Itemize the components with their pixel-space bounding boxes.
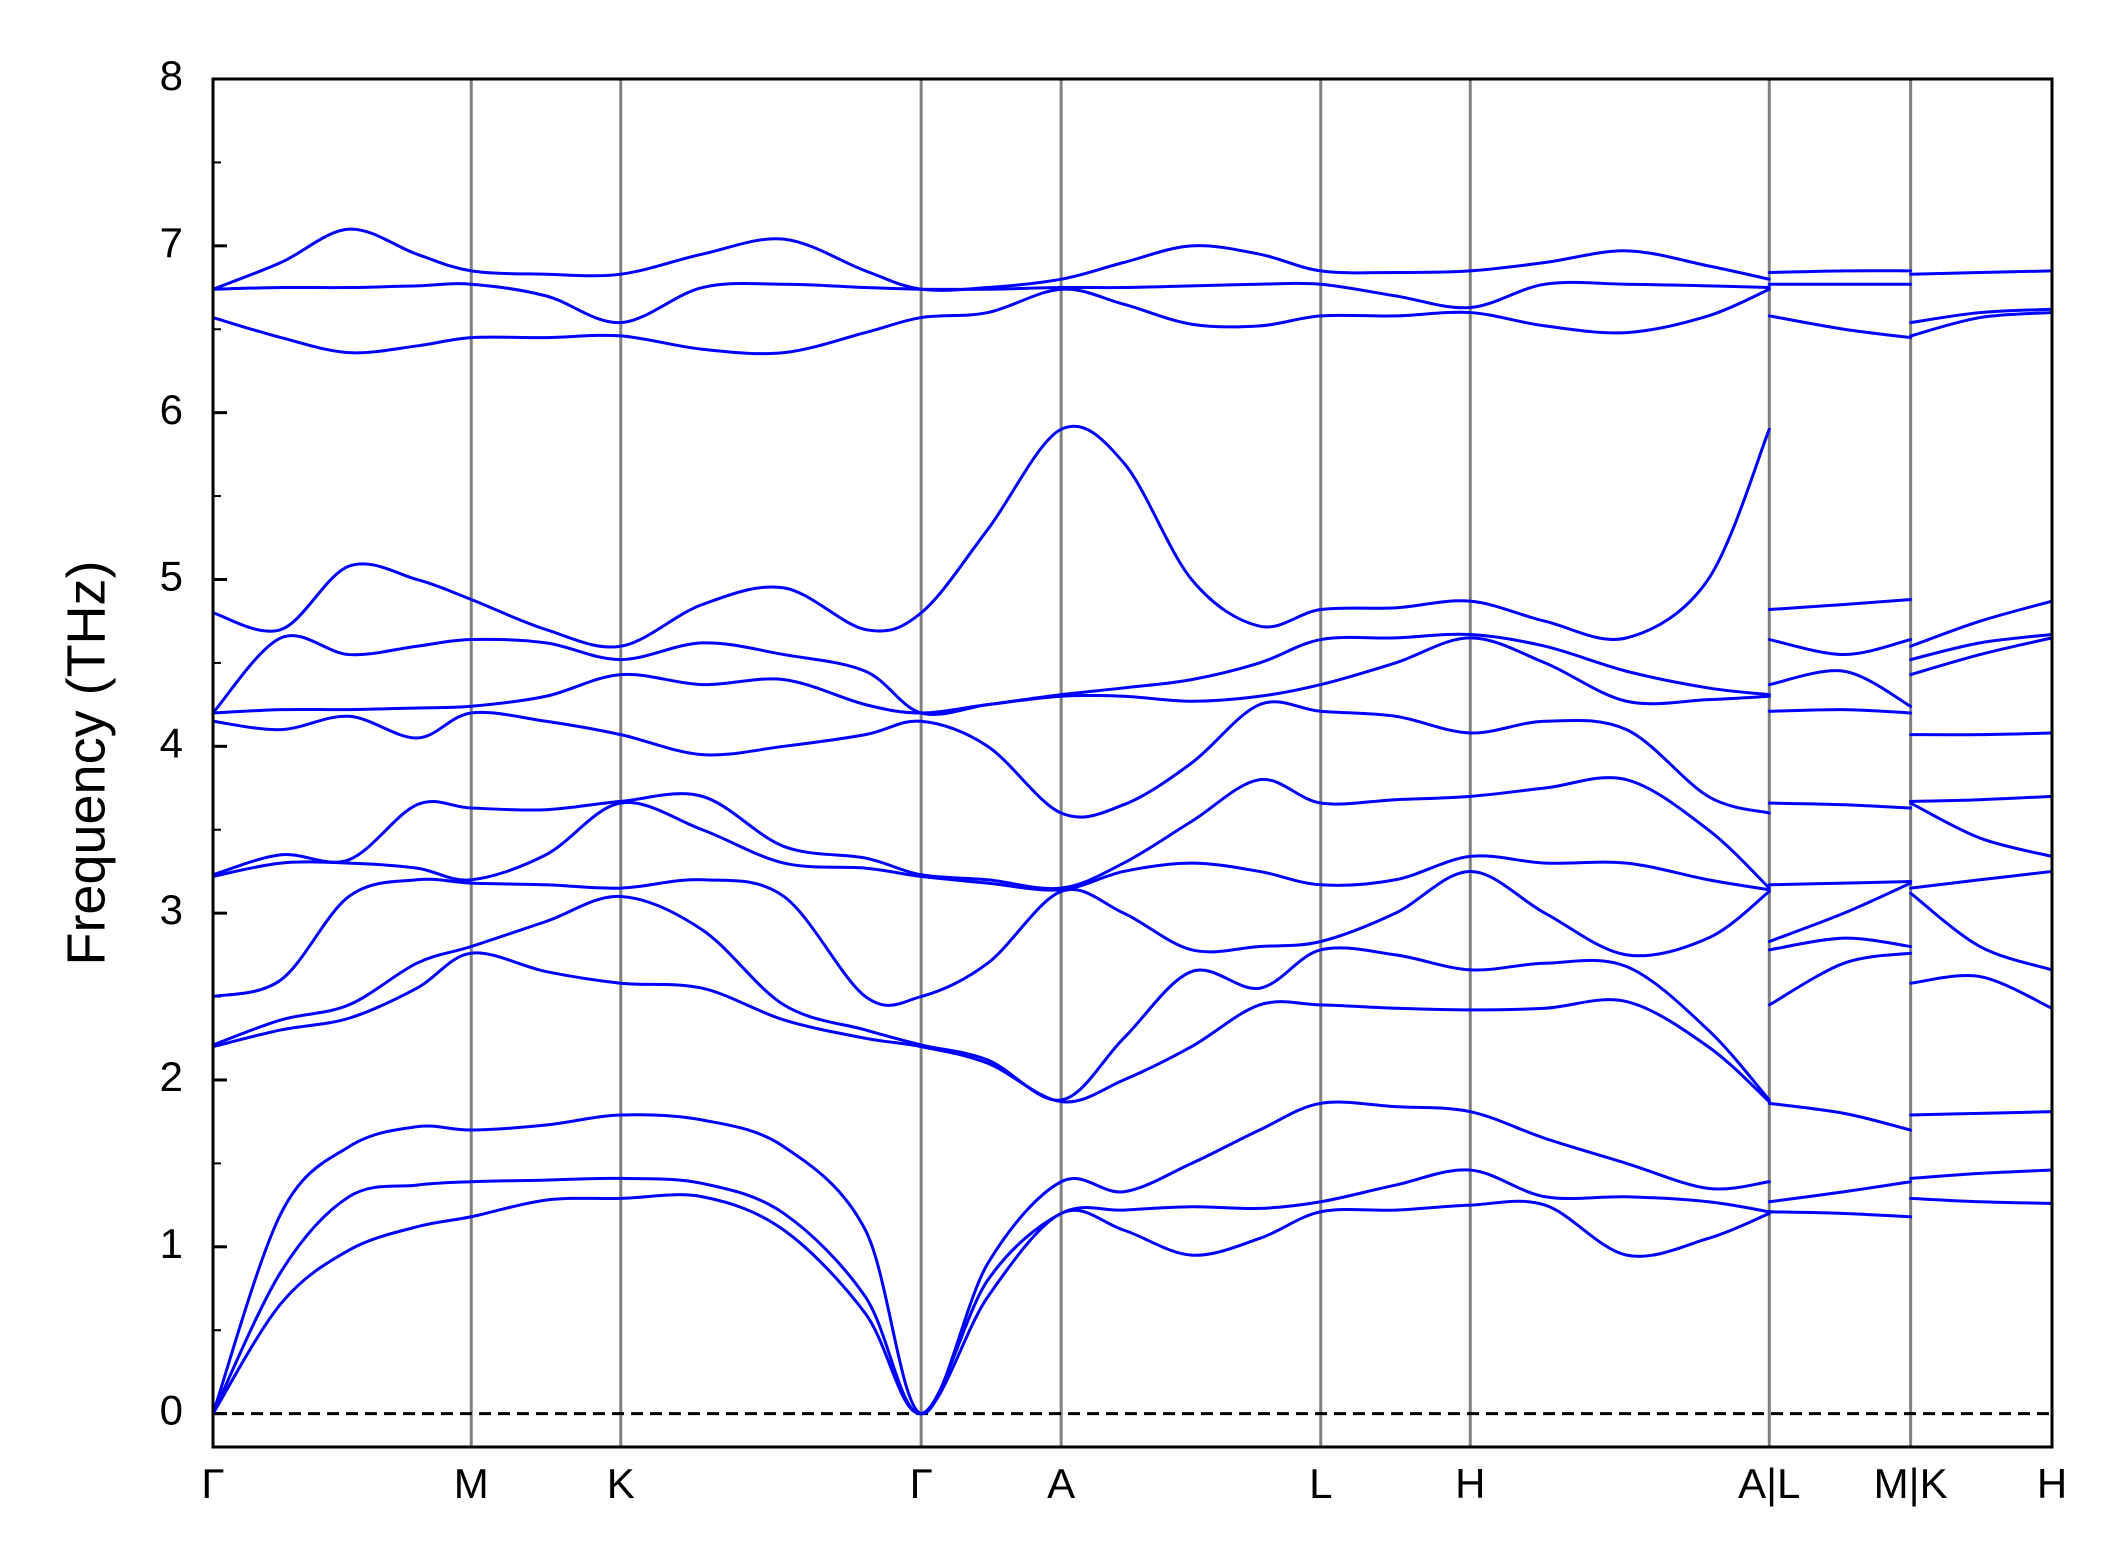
- band-line: [211, 776, 2054, 891]
- band-line: [211, 951, 2054, 1104]
- x-tick-label: Γ: [201, 1460, 224, 1507]
- y-axis-label: Frequency (THz): [56, 560, 116, 965]
- band-line: [211, 1193, 2054, 1416]
- x-tick-label: M|K: [1874, 1460, 1948, 1507]
- y-tick-label: 3: [160, 886, 183, 933]
- x-tick-label: Γ: [910, 1460, 933, 1507]
- y-tick-label: 1: [160, 1220, 183, 1267]
- band-line: [211, 891, 2054, 1102]
- band-line: [211, 227, 2054, 292]
- band-line: [211, 801, 2054, 892]
- plot-frame: [211, 77, 2054, 1449]
- x-tick-label: K: [607, 1460, 635, 1507]
- y-tick-label: 8: [160, 52, 183, 99]
- y-tick-label: 2: [160, 1053, 183, 1100]
- y-tick-label: 0: [160, 1387, 183, 1434]
- y-tick-label: 6: [160, 386, 183, 433]
- band-line: [211, 869, 2054, 1007]
- band-line: [211, 636, 2054, 715]
- x-tick-label: M: [454, 1460, 489, 1507]
- band-line: [211, 1168, 2054, 1416]
- band-line: [211, 1100, 2054, 1416]
- x-tick-label: H: [2037, 1460, 2067, 1507]
- band-line: [211, 632, 2054, 716]
- x-tick-label: L: [1309, 1460, 1332, 1507]
- x-tick-label: A: [1047, 1460, 1075, 1507]
- y-tick-label: 7: [160, 219, 183, 266]
- y-tick-label: 5: [160, 553, 183, 600]
- x-tick-label: A|L: [1738, 1460, 1800, 1507]
- band-line: [211, 287, 2054, 356]
- y-tick-label: 4: [160, 719, 183, 766]
- band-line: [211, 700, 2054, 819]
- band-line: [211, 424, 2054, 649]
- x-tick-label: H: [1455, 1460, 1485, 1507]
